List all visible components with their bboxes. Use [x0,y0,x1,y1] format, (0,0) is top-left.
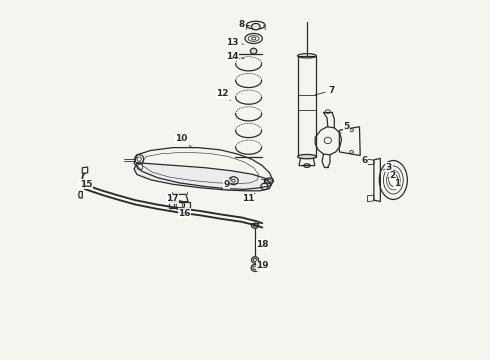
Text: 18: 18 [256,240,269,248]
Text: 6: 6 [361,156,368,165]
Text: 8: 8 [238,20,250,29]
Text: 14: 14 [226,52,244,61]
Ellipse shape [297,154,316,159]
Text: 9: 9 [223,179,232,189]
Ellipse shape [251,257,259,263]
Text: 7: 7 [316,86,335,95]
Text: 16: 16 [178,209,191,217]
Text: 17: 17 [166,194,178,203]
Text: 12: 12 [217,89,230,101]
Polygon shape [134,163,271,191]
Text: 13: 13 [226,38,244,47]
Text: 19: 19 [256,261,269,270]
Ellipse shape [251,264,259,271]
Text: 1: 1 [392,179,400,188]
Text: 11: 11 [243,193,255,203]
Text: 15: 15 [80,180,92,189]
Text: 5: 5 [339,122,350,135]
Text: 2: 2 [388,171,396,180]
Text: 10: 10 [175,134,193,148]
Text: 3: 3 [383,163,392,172]
Ellipse shape [251,23,260,30]
Ellipse shape [250,48,257,54]
